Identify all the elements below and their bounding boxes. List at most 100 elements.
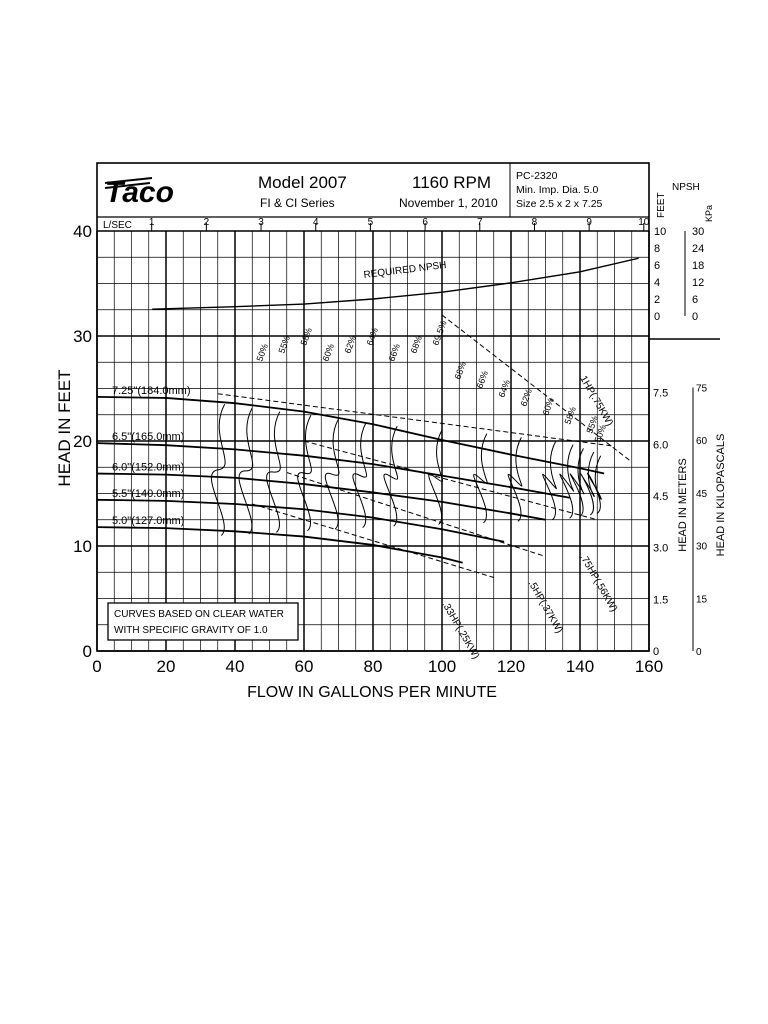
note-line-2: WITH SPECIFIC GRAVITY OF 1.0 bbox=[114, 625, 268, 636]
efficiency-curves: 50% 55% 58%60% 62% 64%66% 68% 69.5%68% 66% 64% 62… bbox=[211, 319, 608, 536]
curve-id: PC-2320 bbox=[516, 170, 558, 182]
meters-tick: 6.0 bbox=[653, 439, 668, 451]
kilopascals-tick: 60 bbox=[696, 436, 708, 447]
kilopascals-tick: 45 bbox=[696, 489, 708, 500]
feet-axis-label: FEET bbox=[656, 192, 667, 218]
npsh-feet-tick: 4 bbox=[654, 277, 660, 289]
hp-line bbox=[441, 314, 633, 463]
impeller-curve bbox=[96, 396, 605, 475]
npsh-kpa-tick: 12 bbox=[692, 277, 704, 289]
lsec-tick-label: 7 bbox=[477, 217, 483, 228]
kilopascals-tick: 75 bbox=[696, 384, 708, 395]
npsh-kpa-tick: 30 bbox=[692, 226, 704, 238]
x-tick-label: 120 bbox=[497, 657, 525, 676]
x-tick-label: 20 bbox=[157, 657, 176, 676]
date-label: November 1, 2010 bbox=[399, 196, 498, 210]
impeller-label: 6.0"(152.0mm) bbox=[112, 462, 184, 474]
efficiency-label: 50% bbox=[254, 342, 270, 362]
efficiency-curve bbox=[569, 448, 585, 517]
efficiency-label: 69.5% bbox=[430, 319, 448, 346]
brand-logo: Taco bbox=[104, 176, 174, 209]
lsec-tick-label: 10 bbox=[638, 217, 650, 228]
efficiency-curve bbox=[559, 444, 575, 519]
kilopascals-tick: 0 bbox=[696, 647, 702, 658]
efficiency-curve bbox=[542, 440, 557, 521]
hp-line bbox=[217, 393, 615, 447]
impeller-curve bbox=[96, 472, 546, 521]
npsh-line-label: REQUIRED NPSH bbox=[363, 260, 447, 281]
impeller-curve bbox=[96, 498, 505, 543]
lsec-tick-label: 9 bbox=[586, 217, 592, 228]
meters-tick: 1.5 bbox=[653, 594, 668, 606]
efficiency-curve bbox=[211, 404, 226, 536]
efficiency-curve bbox=[507, 437, 523, 522]
npsh-kpa-tick: 24 bbox=[692, 243, 704, 255]
npsh-feet-tick: 2 bbox=[654, 294, 660, 306]
x-tick-label: 80 bbox=[364, 657, 383, 676]
x-tick-label: 0 bbox=[92, 657, 101, 676]
efficiency-label: 55% bbox=[276, 334, 292, 354]
impeller-curve bbox=[96, 442, 570, 499]
x-tick-label: 140 bbox=[566, 657, 594, 676]
hp-label: .33HP(.25KW) bbox=[439, 600, 481, 661]
kpa-axis-label: KPa bbox=[704, 205, 714, 222]
npsh-kpa-tick: 18 bbox=[692, 260, 704, 272]
meters-tick: 0 bbox=[653, 646, 659, 658]
lsec-tick-label: 4 bbox=[313, 217, 319, 228]
x-tick-label: 60 bbox=[295, 657, 314, 676]
impeller-label: 6.5"(165.0mm) bbox=[112, 431, 184, 443]
lsec-tick-label: 3 bbox=[258, 217, 264, 228]
right-axes: 0 0 2 6 4 12 6 18 8 24 10 30 FEET NPSH KPa 0 1.5 3.0 4.5 6.… bbox=[649, 182, 727, 658]
efficiency-label: 60% bbox=[320, 342, 336, 362]
rpm-label: 1160 RPM bbox=[412, 173, 491, 192]
kilopascals-tick: 30 bbox=[696, 542, 708, 553]
npsh-line bbox=[152, 257, 639, 310]
min-impeller: Min. Imp. Dia. 5.0 bbox=[516, 184, 598, 196]
efficiency-label: 62% bbox=[518, 387, 534, 407]
kilopascals-axis-label: HEAD IN KILOPASCALS bbox=[715, 434, 727, 557]
pump-size: Size 2.5 x 2 x 7.25 bbox=[516, 198, 603, 210]
meters-tick: 7.5 bbox=[653, 388, 668, 400]
efficiency-curve bbox=[352, 422, 368, 529]
impeller-curve bbox=[96, 526, 463, 564]
efficiency-curve bbox=[297, 415, 312, 532]
lsec-axis: 1 2 3 4 5 6 7 8 9 10 bbox=[149, 217, 650, 231]
efficiency-curve bbox=[324, 418, 340, 530]
series-label: FI & CI Series bbox=[260, 196, 335, 210]
hp-line bbox=[286, 472, 546, 557]
efficiency-label: 68% bbox=[408, 334, 424, 354]
efficiency-curve bbox=[580, 451, 595, 516]
npsh-axis-label: NPSH bbox=[672, 182, 700, 193]
kilopascals-tick: 15 bbox=[696, 594, 708, 605]
efficiency-label: 66% bbox=[386, 342, 402, 362]
npsh-kpa-tick: 6 bbox=[692, 294, 698, 306]
y-tick-label: 0 bbox=[83, 642, 92, 661]
x-axis-title: FLOW IN GALLONS PER MINUTE bbox=[247, 684, 497, 701]
efficiency-curve bbox=[238, 407, 254, 535]
meters-axis-label: HEAD IN METERS bbox=[677, 458, 689, 552]
impeller-label: 5.5"(140.0mm) bbox=[112, 488, 184, 500]
efficiency-label: 68% bbox=[452, 360, 468, 380]
efficiency-label: 60% bbox=[540, 396, 556, 416]
y-axis-title: HEAD IN FEET bbox=[55, 369, 74, 486]
npsh-kpa-tick: 0 bbox=[692, 311, 698, 323]
y-tick-label: 10 bbox=[73, 537, 92, 556]
lsec-tick-label: 1 bbox=[149, 217, 155, 228]
efficiency-curve bbox=[473, 433, 488, 524]
meters-tick: 4.5 bbox=[653, 491, 668, 503]
impeller-label: 7.25"(184.0mm) bbox=[112, 385, 191, 397]
curve-labels: 7.25"(184.0mm) 6.5"(165.0mm) 6.0"(152.0mm)… bbox=[112, 385, 191, 527]
x-tick-label: 100 bbox=[428, 657, 456, 676]
y-tick-label: 40 bbox=[73, 222, 92, 241]
note-line-1: CURVES BASED ON CLEAR WATER bbox=[114, 609, 284, 620]
lsec-tick-label: 5 bbox=[368, 217, 374, 228]
note-box bbox=[107, 602, 299, 641]
efficiency-curve bbox=[266, 411, 281, 533]
npsh-feet-tick: 10 bbox=[654, 226, 666, 238]
meters-tick: 3.0 bbox=[653, 543, 668, 555]
lsec-tick-label: 2 bbox=[204, 217, 210, 228]
efficiency-curve bbox=[428, 429, 444, 525]
y-tick-label: 20 bbox=[73, 432, 92, 451]
npsh-feet-tick: 6 bbox=[654, 260, 660, 272]
